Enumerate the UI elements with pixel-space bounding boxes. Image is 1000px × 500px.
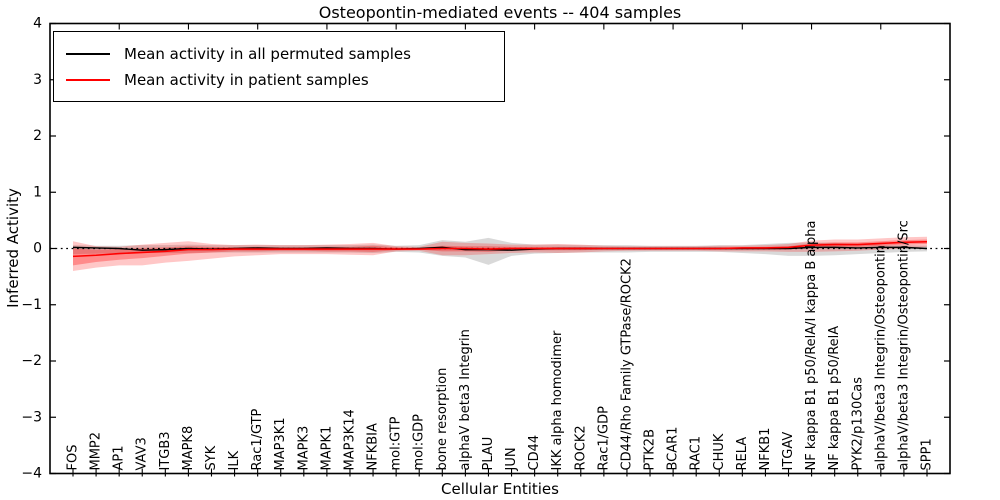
x-tick-label: PLAU [481,437,496,471]
x-tick-label: ITGAV [781,432,796,471]
x-tick-label: RELA [735,437,750,471]
x-tick-label: alphaV/beta3 Integrin/Osteopontin [873,245,888,470]
x-axis-label: Cellular Entities [441,480,559,498]
x-tick-label: SYK [204,445,219,470]
y-tick-label: −1 [21,297,42,313]
x-tick-label: ROCK2 [573,425,588,470]
legend-line-swatch-red [66,78,110,81]
legend-item-permuted: Mean activity in all permuted samples [66,42,492,65]
x-tick-label: BCAR1 [666,427,681,471]
x-tick-label: MAPK1 [319,426,334,471]
x-tick-label: alphaV/beta3 Integrin/Osteopontin/Src [896,220,911,470]
x-tick-label: CD44 [527,435,542,471]
legend-item-patient: Mean activity in patient samples [66,68,492,91]
legend-label-patient: Mean activity in patient samples [124,70,369,89]
patient-std-band-outer [73,236,927,271]
x-tick-label: PYK2/p130Cas [850,377,865,471]
y-tick-label: −3 [21,409,42,425]
chart-title: Osteopontin-mediated events -- 404 sampl… [318,3,682,22]
y-tick-label: 3 [33,72,42,88]
x-tick-label: AP1 [112,445,127,470]
x-tick-label: Rac1/GTP [250,408,265,470]
x-tick-label: VAV3 [135,437,150,470]
x-tick-label: MAP3K14 [342,409,357,470]
x-tick-label: MMP2 [89,432,104,471]
x-tick-label: MAP3K1 [273,417,288,470]
x-tick-label: SPP1 [920,438,935,470]
x-tick-label: NF kappa B1 p50/RelA/I kappa B alpha [804,221,819,471]
x-tick-label: CD44/Rho Family GTPase/ROCK2 [619,258,634,470]
patient-mean-line [72,240,928,258]
x-tick-label: MAPK8 [181,426,196,471]
x-tick-label: mol:GTP [389,416,404,470]
x-tick-label: Rac1/GDP [596,406,611,471]
x-tick-label: IKK alpha homodimer [550,330,565,471]
x-tick-label: JUN [504,447,519,471]
legend: Mean activity in all permuted samples Me… [53,31,505,102]
x-tick-label: alphaV beta3 Integrin [458,329,473,470]
x-tick-label: RAC1 [689,436,704,471]
x-tick-label: ITGB3 [158,431,173,470]
y-tick-label: 1 [33,184,42,200]
y-tick-label: 0 [33,241,42,257]
y-axis-label: Inferred Activity [4,188,22,308]
x-tick-label: FOS [66,445,81,471]
x-tick-label: mol:GDP [412,414,427,471]
x-tick-label: ILK [227,450,242,470]
legend-line-swatch-black [66,52,110,55]
y-tick-label: −4 [21,466,42,482]
permuted-std-band [73,237,927,265]
x-tick-label: NFKB1 [758,428,773,471]
y-tick-label: −2 [21,353,42,369]
y-tick-label: 2 [33,128,42,144]
x-tick-label: PTK2B [643,429,658,471]
x-tick-label: NFKBIA [366,423,381,470]
legend-label-permuted: Mean activity in all permuted samples [124,44,411,63]
x-tick-label: CHUK [712,433,727,470]
x-tick-label: bone resorption [435,368,450,471]
x-tick-label: MAPK3 [296,426,311,471]
y-tick-label: 4 [33,16,42,32]
x-tick-label: NF kappa B1 p50/RelA [827,326,842,471]
